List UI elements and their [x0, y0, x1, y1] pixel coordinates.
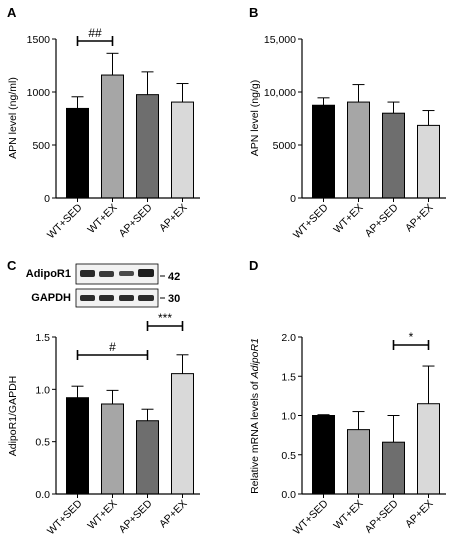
blot-band	[138, 269, 154, 277]
bar	[418, 404, 440, 494]
x-tick-label: WT+EX	[85, 498, 119, 532]
bar	[383, 113, 405, 198]
y-tick-label: 2.0	[281, 332, 296, 344]
x-tick-label: AP+EX	[403, 202, 436, 235]
significance-label: *	[409, 330, 414, 344]
bar	[67, 108, 89, 198]
bar	[418, 125, 440, 198]
y-tick-label: 1.0	[35, 384, 50, 396]
x-tick-label: AP+SED	[363, 497, 401, 535]
y-axis-label: APN level (ng/ml)	[7, 77, 19, 159]
bar	[67, 398, 89, 494]
panel-letter-d: D	[249, 258, 258, 273]
y-tick-label: 0.0	[35, 489, 50, 501]
y-tick-label: 1.5	[35, 332, 50, 344]
y-tick-label: 0.5	[35, 437, 50, 449]
x-tick-label: WT+EX	[331, 498, 365, 532]
western-blot: AdipoR1 42 GAPDH 30	[26, 264, 180, 307]
panel-letter-c: C	[7, 258, 17, 273]
bar	[313, 105, 335, 198]
x-tick-label: AP+SED	[117, 201, 155, 239]
x-tick-label: WT+EX	[85, 202, 119, 236]
blot-band	[119, 295, 134, 301]
bar	[348, 102, 370, 198]
x-tick-label: AP+EX	[157, 498, 190, 531]
bar	[348, 430, 370, 494]
blot-kda-42: 42	[168, 271, 180, 283]
blot-band	[99, 295, 114, 301]
bar	[313, 416, 335, 495]
panel-letter-a: A	[7, 5, 17, 20]
blot-band	[80, 270, 95, 277]
bar	[102, 404, 124, 494]
x-tick-label: WT+EX	[331, 202, 365, 236]
y-tick-label: 1500	[27, 34, 51, 46]
blot-band	[138, 295, 154, 301]
y-axis-label: APN level (ng/g)	[249, 80, 261, 156]
y-tick-label: 10,000	[264, 87, 296, 99]
y-tick-label: 1.0	[281, 411, 296, 423]
x-tick-label: AP+EX	[403, 498, 436, 531]
bar	[172, 374, 194, 494]
blot-band	[80, 295, 95, 301]
y-tick-label: 0.0	[281, 489, 296, 501]
y-tick-label: 0	[44, 193, 50, 205]
blot-label-gapdh: GAPDH	[31, 292, 71, 304]
y-tick-label: 500	[32, 140, 50, 152]
blot-kda-30: 30	[168, 293, 180, 305]
y-axis-label: AdipoR1/GAPDH	[7, 376, 19, 457]
y-tick-label: 0.5	[281, 450, 296, 462]
blot-label-adipor1: AdipoR1	[26, 268, 71, 280]
panel-letter-b: B	[249, 5, 258, 20]
significance-label: ***	[158, 311, 172, 325]
x-tick-label: WT+SED	[291, 497, 331, 537]
significance-label: ##	[88, 26, 102, 40]
bar	[383, 442, 405, 494]
blot-band	[99, 271, 114, 277]
bar	[137, 421, 159, 494]
x-tick-label: AP+EX	[157, 202, 190, 235]
blot-band	[119, 271, 134, 276]
x-tick-label: WT+SED	[45, 497, 85, 537]
y-tick-label: 15,000	[264, 34, 296, 46]
bar	[102, 75, 124, 198]
x-tick-label: WT+SED	[291, 201, 331, 241]
x-tick-label: AP+SED	[117, 497, 155, 535]
bar	[137, 95, 159, 198]
x-tick-label: WT+SED	[45, 201, 85, 241]
bar	[172, 102, 194, 198]
y-tick-label: 1000	[27, 87, 51, 99]
y-tick-label: 1.5	[281, 371, 296, 383]
y-tick-label: 0	[290, 193, 296, 205]
x-tick-label: AP+SED	[363, 201, 401, 239]
y-tick-label: 5000	[273, 140, 297, 152]
y-axis-label: Relative mRNA levels of AdipoR1	[249, 338, 261, 494]
significance-label: #	[109, 340, 116, 354]
